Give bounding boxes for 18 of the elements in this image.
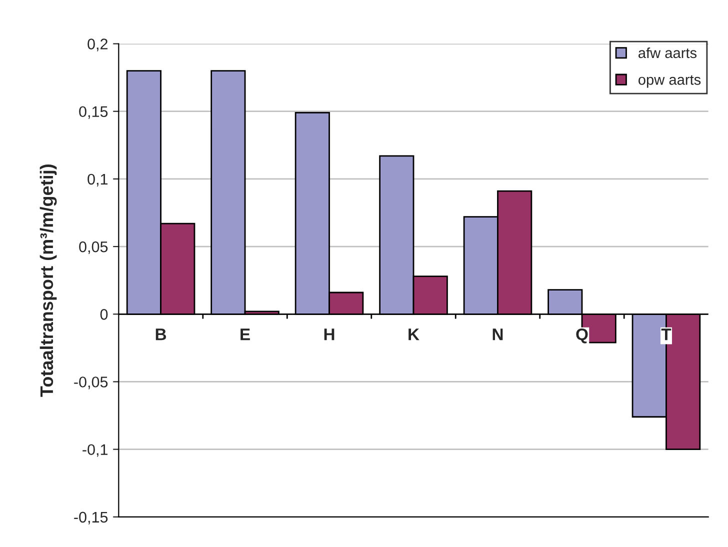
x-tick-label: T: [661, 328, 672, 340]
y-axis-title: Totaaltransport (m³/m/getij): [40, 164, 57, 397]
legend-label: opw aarts: [638, 75, 701, 88]
x-tick-label: E: [240, 328, 250, 340]
legend-label: afw aarts: [638, 47, 697, 58]
y-tick-label: 0,05: [79, 241, 108, 254]
y-tick-label: 0: [100, 309, 108, 320]
x-tick-label: K: [408, 328, 420, 340]
x-tick-label: N: [492, 328, 503, 340]
x-tick-label: Q: [576, 328, 588, 344]
x-tick-label: B: [156, 328, 166, 340]
y-tick-label: 0,15: [79, 106, 108, 119]
y-tick-label: -0,15: [74, 512, 108, 524]
y-tick-label: -0,05: [74, 376, 108, 390]
y-tick-label: 0,2: [88, 38, 108, 52]
x-tick-label: H: [324, 328, 334, 340]
y-tick-label: 0,1: [88, 174, 108, 186]
y-tick-label: -0,1: [82, 444, 108, 457]
